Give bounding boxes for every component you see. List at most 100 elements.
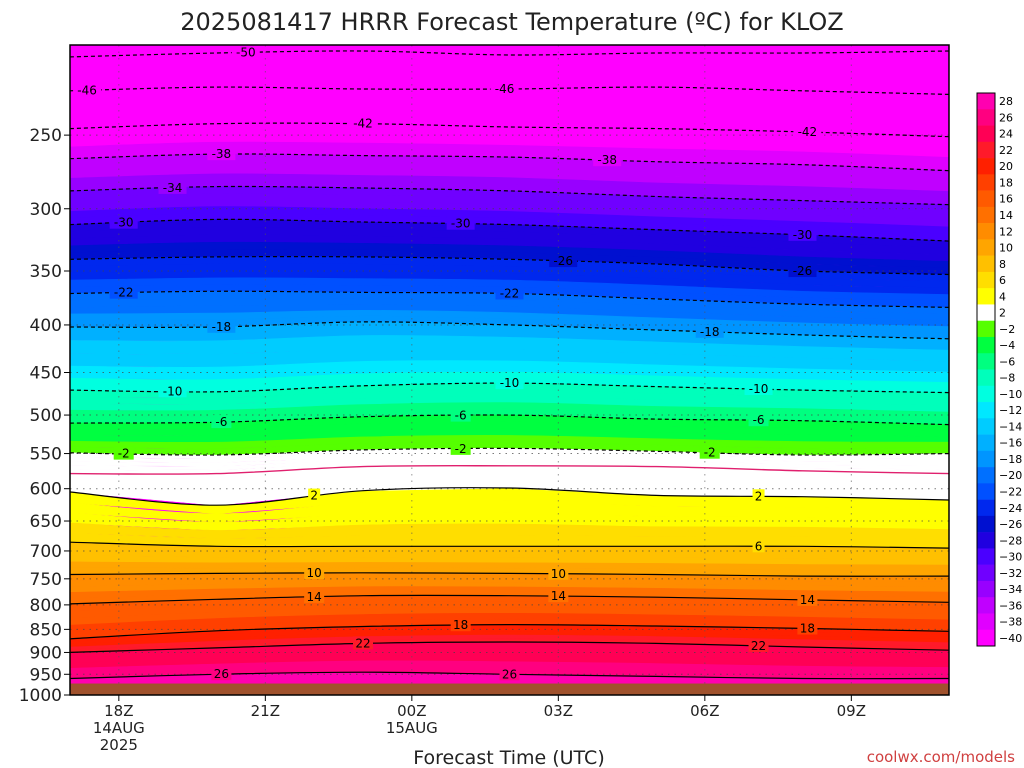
- colorbar-swatch: [977, 548, 995, 565]
- colorbar-label: 12: [999, 225, 1013, 238]
- x-tick-label: 21Z: [251, 702, 280, 720]
- colorbar: 28 26 24 22 20 18 16 14 12 10 8 6 4 2 −2 −4 −6 −8 −10 −12 −1…: [976, 92, 1022, 647]
- x-tick-label: 15AUG: [386, 719, 438, 737]
- x-tick-label: 14AUG: [93, 719, 145, 737]
- colorbar-label: −28: [999, 534, 1022, 547]
- temperature-band: [70, 586, 949, 599]
- isotherm-label: -30: [451, 217, 471, 231]
- colorbar-label: 20: [999, 160, 1013, 173]
- temperature-band: [70, 511, 949, 531]
- x-tick-label: 09Z: [837, 702, 866, 720]
- colorbar-label: −34: [999, 583, 1022, 596]
- isotherm-label: -6: [455, 409, 467, 423]
- isotherm-label-bg: [450, 618, 471, 632]
- isotherm-label: 18: [800, 622, 815, 636]
- isotherm-label-bg: [207, 319, 236, 333]
- colorbar-label: −24: [999, 502, 1022, 515]
- temperature-band: [70, 581, 949, 593]
- temperature-band: [70, 173, 949, 199]
- colorbar-swatch: [977, 564, 995, 582]
- temperature-band: [70, 462, 949, 474]
- isotherm-label-bg: [304, 566, 325, 580]
- temperature-band: [70, 166, 949, 192]
- isotherm-label: -46: [77, 83, 97, 97]
- y-tick-label: 650: [30, 512, 62, 532]
- isotherm-label-bg: [548, 589, 569, 603]
- y-tick-label: 1000: [19, 686, 62, 706]
- x-tick-label: 18Z: [104, 702, 133, 720]
- colorbar-label: −32: [999, 567, 1022, 580]
- y-tick-label: 800: [30, 596, 62, 616]
- isotherm-label-bg: [211, 667, 232, 681]
- isotherm-label-bg: [349, 116, 377, 130]
- temperature-band: [70, 455, 949, 467]
- isotherm-label-bg: [695, 324, 724, 338]
- colorbar-swatch: [977, 271, 995, 289]
- temperature-band: [70, 129, 949, 151]
- colorbar-swatch: [977, 336, 995, 354]
- temperature-band: [70, 522, 949, 540]
- y-tick-label: 400: [30, 316, 62, 336]
- isotherm-label: 18: [453, 618, 468, 632]
- colorbar-label: −40: [999, 632, 1022, 645]
- temperature-band: [70, 428, 949, 443]
- colorbar-label: 22: [999, 144, 1013, 157]
- temperature-band: [70, 135, 949, 158]
- y-tick-label: 450: [30, 364, 62, 384]
- isotherm-label: 22: [751, 639, 766, 653]
- isotherm-label-bg: [450, 441, 471, 455]
- colorbar-swatch: [977, 190, 995, 208]
- isotherm-label: 10: [307, 566, 322, 580]
- temperature-band: [70, 395, 949, 413]
- isotherm-label-bg: [109, 285, 138, 299]
- colorbar-label: −8: [999, 372, 1015, 385]
- isotherm-label-bg: [211, 415, 232, 429]
- isotherm-label-bg: [495, 376, 524, 390]
- isotherm-label-bg: [699, 445, 720, 459]
- temperature-band: [70, 638, 949, 653]
- isotherm-label: 22: [355, 636, 370, 650]
- x-tick-label: 2025: [100, 736, 138, 754]
- temperature-band: [70, 441, 949, 456]
- colorbar-label: 4: [999, 290, 1006, 303]
- colorbar-swatch: [977, 288, 995, 305]
- temperature-band: [70, 532, 949, 549]
- temperature-band: [70, 660, 949, 674]
- temperature-band: [70, 263, 949, 289]
- temperature-band: [70, 277, 949, 302]
- y-tick-label: 500: [30, 406, 62, 426]
- colorbar-swatch: [977, 239, 995, 256]
- colorbar-swatch: [977, 613, 995, 631]
- colorbar-label: 16: [999, 193, 1013, 206]
- isotherm-label: -10: [163, 384, 183, 398]
- isotherm-label: -42: [798, 125, 818, 139]
- isotherm-label-bg: [593, 153, 622, 167]
- y-tick-label: 250: [30, 126, 62, 146]
- isotherm-label: -38: [597, 153, 617, 167]
- isotherm-label-bg: [549, 254, 578, 268]
- temperature-band: [70, 108, 949, 129]
- temperature-band: [70, 226, 949, 256]
- temperature-band: [70, 612, 949, 633]
- isotherm-label: 10: [551, 567, 566, 581]
- temperature-band: [70, 249, 949, 275]
- colorbar-label: 8: [999, 258, 1006, 271]
- isotherm-label: -2: [118, 447, 130, 461]
- isotherm-label: -22: [114, 286, 134, 300]
- colorbar-swatch: [977, 580, 995, 598]
- temperature-band: [70, 284, 949, 308]
- isotherm-label-bg: [353, 636, 373, 650]
- colorbar-swatch: [977, 125, 995, 143]
- temperature-band: [70, 648, 949, 664]
- temperature-band: [70, 298, 949, 321]
- isotherm-label: 14: [551, 589, 566, 603]
- colorbar-label: −36: [999, 599, 1022, 612]
- isotherm-label: -30: [793, 228, 813, 242]
- temperature-band: [70, 435, 949, 450]
- isotherm-label: 14: [800, 593, 815, 607]
- chart-title: 2025081417 HRRR Forecast Temperature (ºC…: [180, 8, 844, 36]
- colorbar-label: −16: [999, 437, 1022, 450]
- colorbar-swatch: [977, 467, 995, 484]
- x-tick-label: 00Z: [397, 702, 426, 720]
- y-tick-label: 350: [30, 262, 62, 282]
